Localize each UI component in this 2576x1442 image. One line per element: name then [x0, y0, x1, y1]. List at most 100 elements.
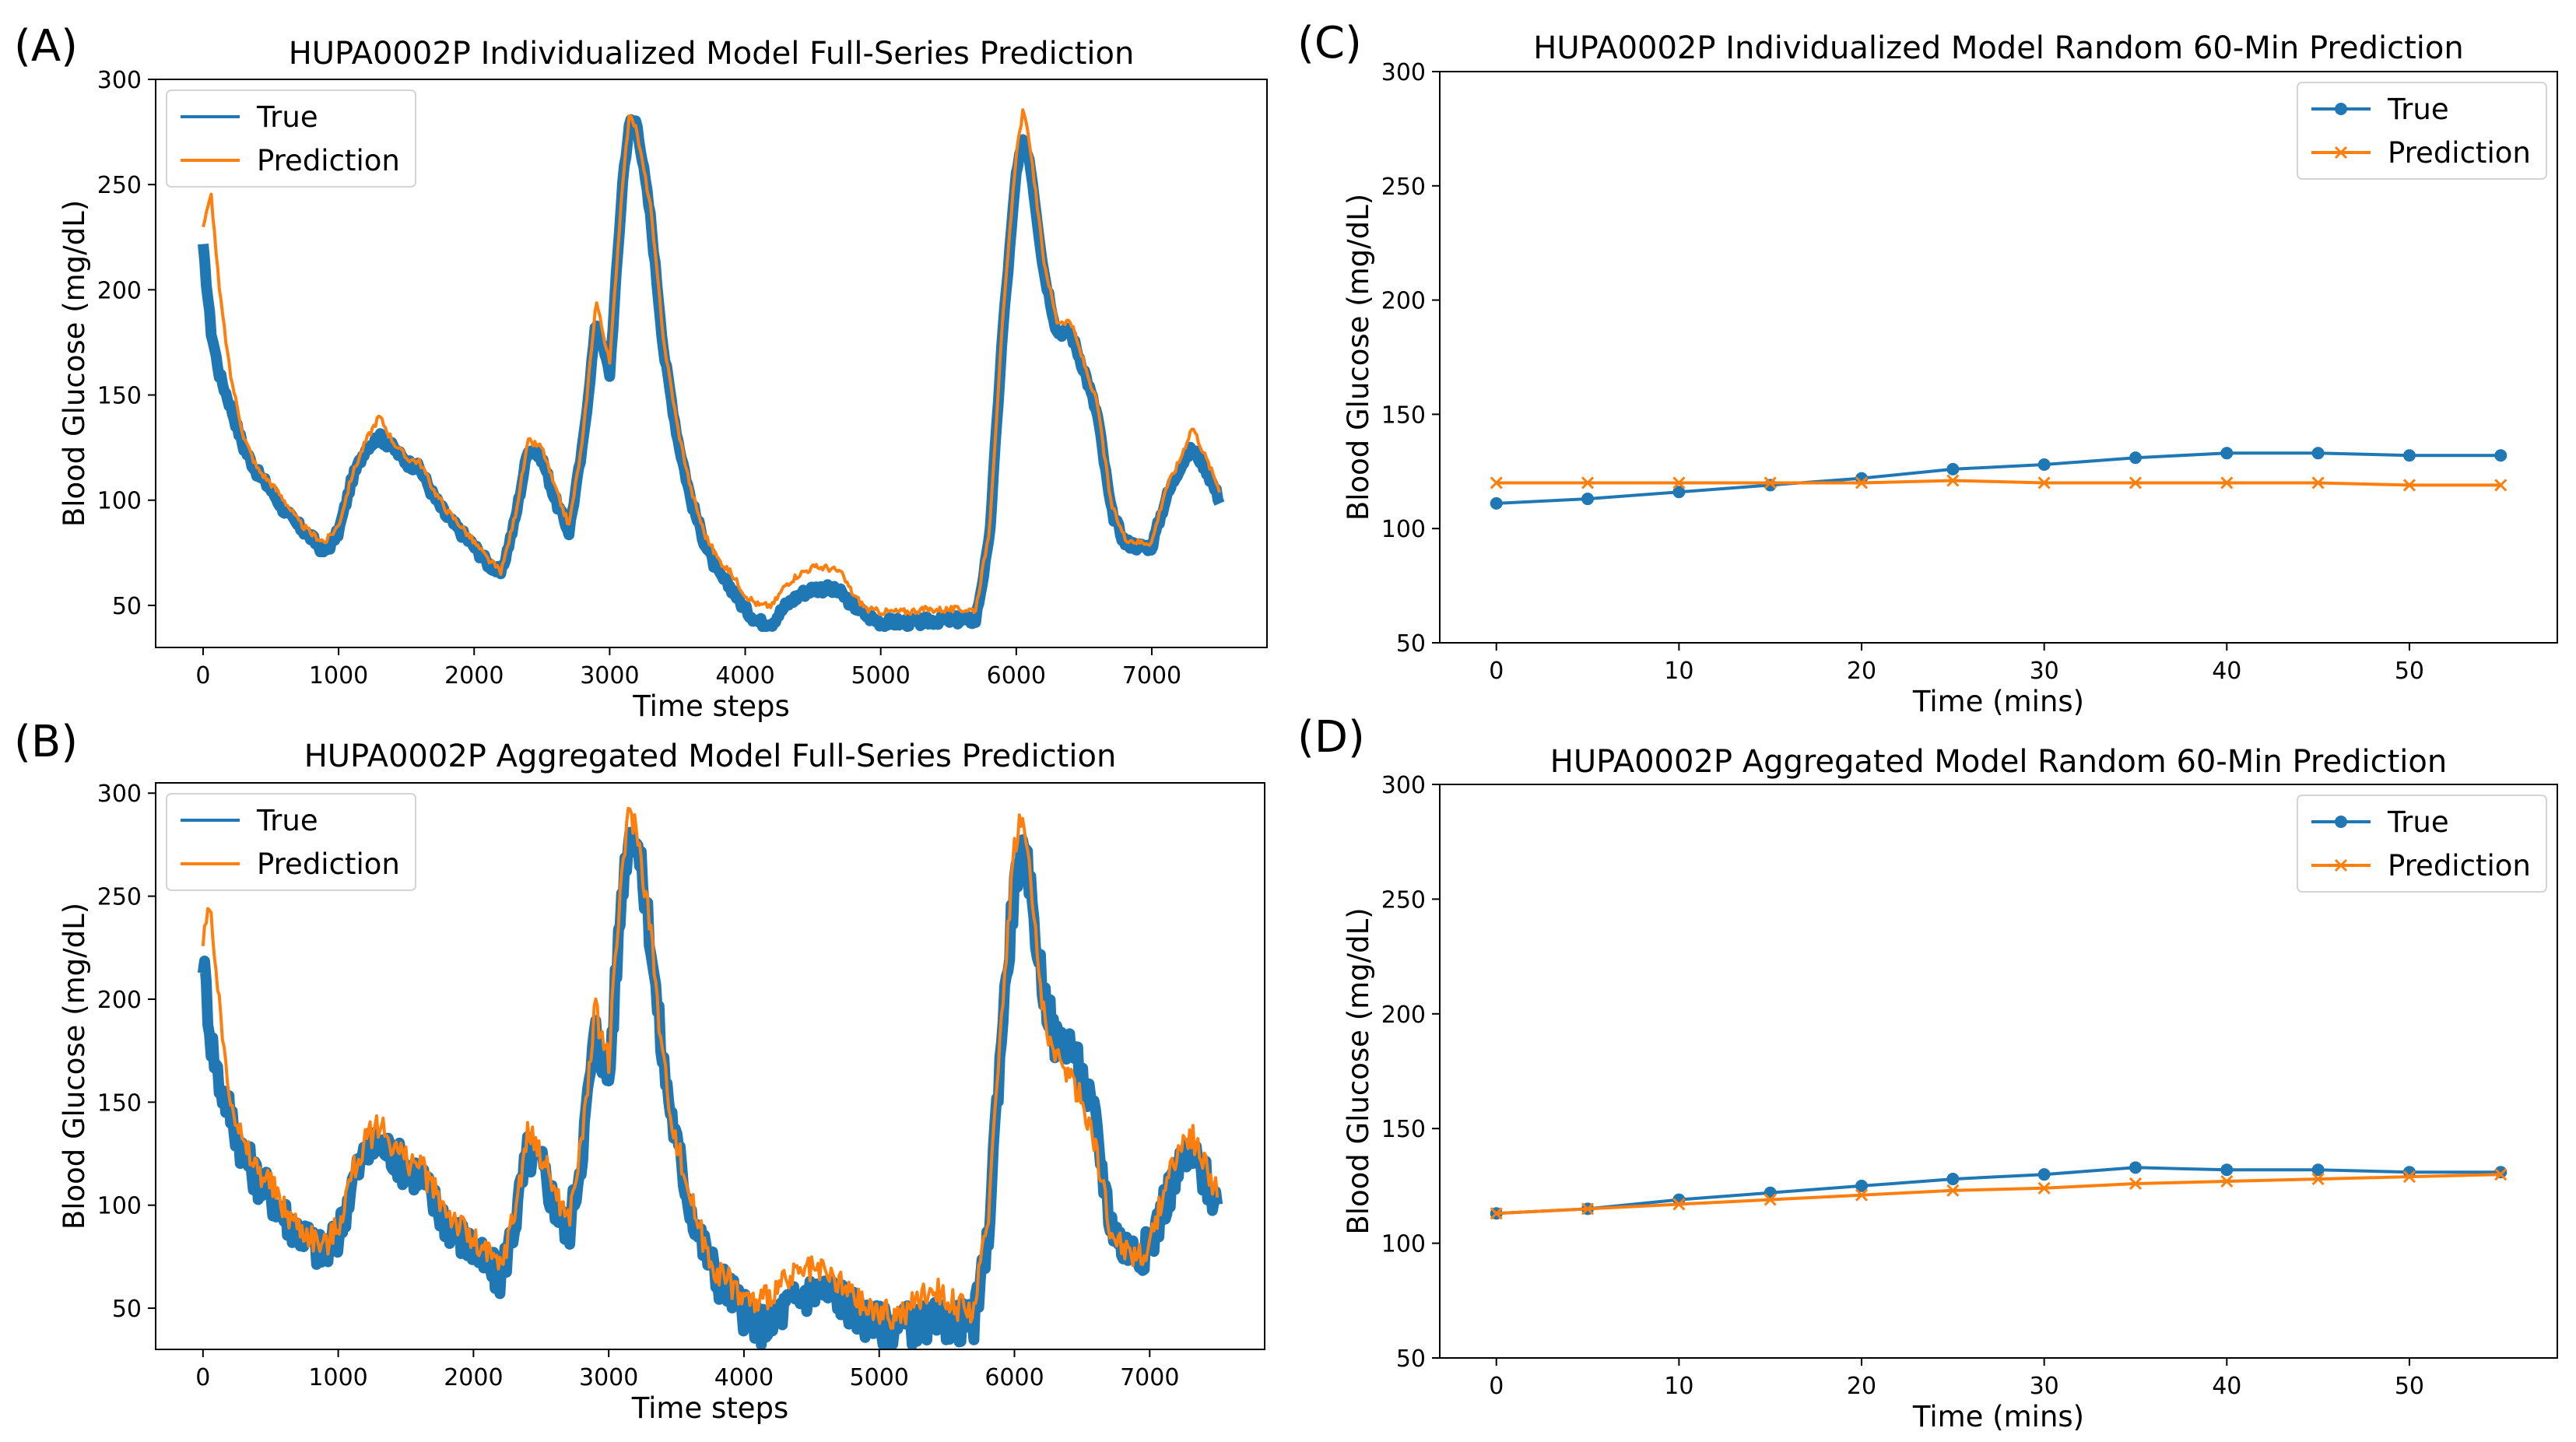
- chart-a-ylabel: Blood Glucose (mg/dL): [58, 200, 91, 527]
- chart-d-prediction-point-2: [1672, 1198, 1686, 1211]
- chart-c-ytick-label-5: 300: [1381, 59, 1426, 86]
- chart-d-series-prediction-line: [1496, 1173, 2501, 1216]
- chart-b: (B) HUPA0002P Aggregated Model Full-Serie…: [14, 717, 1265, 1425]
- chart-c-prediction-point-0: [1490, 476, 1503, 489]
- chart-c-ytick-label-1: 100: [1381, 516, 1426, 543]
- chart-b-frame: [155, 782, 1265, 1350]
- chart-c-legend: True Prediction: [2297, 82, 2547, 180]
- chart-a-xtick-label-7: 7000: [1122, 662, 1181, 689]
- chart-c-prediction-point-2: [1672, 476, 1686, 489]
- chart-b-ytick-label-1: 100: [97, 1193, 142, 1220]
- chart-a-frame: [155, 79, 1268, 648]
- chart-d-legend: True Prediction: [2297, 795, 2547, 893]
- chart-a-ytick-label-5: 300: [97, 67, 142, 94]
- chart-a-xtick-label-0: 0: [195, 662, 210, 689]
- chart-a-xtick-label-6: 6000: [987, 662, 1046, 689]
- chart-d-legend-label-true: True: [2387, 805, 2449, 839]
- chart-a-series-prediction-line: [202, 108, 1221, 616]
- chart-c-plot-area: [1490, 447, 2508, 510]
- chart-c-prediction-point-9: [2311, 476, 2325, 489]
- chart-c-ytick-label-2: 150: [1381, 402, 1426, 429]
- chart-a-ytick-label-3: 200: [97, 277, 142, 304]
- chart-d-ytick-label-0: 50: [1396, 1346, 1426, 1373]
- chart-a-legend-label-true: True: [256, 100, 318, 134]
- chart-b-panel-letter: (B): [14, 717, 78, 767]
- chart-c-true-point-2: [1672, 486, 1686, 499]
- chart-b-ytick-label-3: 200: [97, 987, 142, 1014]
- chart-c-title: HUPA0002P Individualized Model Random 60…: [1533, 30, 2463, 66]
- chart-a-panel-letter: (A): [14, 21, 78, 72]
- chart-d-true-point-9: [2311, 1163, 2325, 1177]
- chart-b-ytick-label-2: 150: [97, 1089, 142, 1117]
- chart-d-prediction-point-9: [2311, 1172, 2325, 1186]
- chart-a-legend: True Prediction: [166, 89, 416, 188]
- chart-c-ytick-label-4: 250: [1381, 174, 1426, 201]
- chart-b-series-prediction-line: [201, 806, 1220, 1330]
- chart-c-xtick-label-2: 20: [1847, 658, 1876, 685]
- chart-c-true-point-0: [1490, 496, 1503, 510]
- chart-d-panel-letter: (D): [1297, 712, 1365, 763]
- chart-d-ytick-label-3: 200: [1381, 1002, 1426, 1029]
- chart-a-series-true-line: [198, 114, 1225, 633]
- chart-d-true-point-6: [2037, 1168, 2051, 1181]
- chart-d-true-point-3: [1764, 1186, 1777, 1199]
- chart-c-true-point-1: [1581, 493, 1595, 506]
- chart-c-prediction-point-1: [1581, 476, 1595, 489]
- chart-d-ytick-label-5: 300: [1381, 772, 1426, 799]
- chart-c-true-point-7: [2129, 451, 2142, 465]
- chart-b-legend: True Prediction: [166, 793, 416, 891]
- chart-b-xtick-label-4: 4000: [714, 1364, 774, 1391]
- chart-d-legend-box: [2297, 795, 2547, 893]
- chart-b-legend-label-true: True: [256, 804, 318, 837]
- chart-b-ylabel: Blood Glucose (mg/dL): [58, 903, 91, 1230]
- chart-b-xtick-label-0: 0: [195, 1364, 210, 1391]
- chart-d-prediction-point-4: [1855, 1188, 1869, 1202]
- chart-c-series-prediction-line: [1496, 479, 2501, 487]
- chart-a-legend-box: [166, 89, 416, 188]
- chart-c-xtick-label-3: 30: [2030, 658, 2059, 685]
- chart-c-prediction-point-11: [2494, 479, 2508, 492]
- chart-c-xtick-label-1: 10: [1664, 658, 1693, 685]
- chart-d: (D) HUPA0002P Aggregated Model Random 60-…: [1297, 712, 2558, 1433]
- chart-c: (C) HUPA0002P Individualized Model Random…: [1297, 18, 2558, 718]
- chart-b-xtick-label-2: 2000: [444, 1364, 503, 1391]
- chart-c-legend-label-true: True: [2387, 93, 2449, 126]
- chart-c-prediction-point-10: [2402, 479, 2416, 492]
- chart-d-legend-label-prediction: Prediction: [2388, 849, 2531, 882]
- chart-b-xtick-label-1: 1000: [308, 1364, 367, 1391]
- chart-c-xtick-label-0: 0: [1489, 658, 1504, 685]
- chart-a-xtick-label-2: 2000: [444, 662, 504, 689]
- chart-d-xtick-label-2: 20: [1847, 1373, 1876, 1400]
- chart-a-xtick-label-5: 5000: [851, 662, 911, 689]
- chart-a-xtick-label-3: 3000: [580, 662, 639, 689]
- chart-c-prediction-point-8: [2220, 476, 2234, 489]
- chart-d-xlabel: Time (mins): [1912, 1400, 2084, 1433]
- chart-a-legend-label-prediction: Prediction: [257, 144, 400, 177]
- chart-d-xtick-label-1: 10: [1664, 1373, 1693, 1400]
- chart-a-ytick-label-2: 150: [97, 383, 142, 410]
- chart-b-ytick-label-4: 250: [97, 884, 142, 911]
- chart-d-plot-area: [1490, 1161, 2508, 1220]
- chart-d-true-point-7: [2129, 1161, 2142, 1174]
- chart-b-legend-label-prediction: Prediction: [257, 847, 400, 881]
- chart-c-true-point-11: [2494, 449, 2508, 462]
- chart-c-legend-marker-true: [2335, 103, 2347, 115]
- chart-d-ytick-label-1: 100: [1381, 1231, 1426, 1258]
- chart-c-true-point-10: [2402, 449, 2416, 462]
- chart-c-legend-marker-prediction: [2334, 146, 2348, 160]
- chart-c-prediction-point-4: [1855, 476, 1869, 489]
- chart-d-frame: [1439, 784, 2558, 1359]
- chart-a-xtick-label-1: 1000: [309, 662, 368, 689]
- chart-d-true-point-11: [2494, 1166, 2508, 1179]
- chart-d-xtick-label-0: 0: [1489, 1373, 1504, 1400]
- chart-c-ytick-label-3: 200: [1381, 288, 1426, 315]
- chart-c-legend-label-prediction: Prediction: [2388, 136, 2531, 170]
- chart-b-legend-box: [166, 793, 416, 891]
- chart-d-true-point-8: [2220, 1163, 2234, 1177]
- chart-d-prediction-point-10: [2402, 1170, 2416, 1184]
- chart-c-true-point-5: [1946, 462, 1960, 475]
- chart-b-ytick-label-0: 50: [112, 1296, 142, 1323]
- chart-b-xtick-label-6: 6000: [984, 1364, 1044, 1391]
- chart-c-prediction-point-5: [1946, 474, 1960, 487]
- chart-d-title: HUPA0002P Aggregated Model Random 60-Min…: [1550, 744, 2447, 780]
